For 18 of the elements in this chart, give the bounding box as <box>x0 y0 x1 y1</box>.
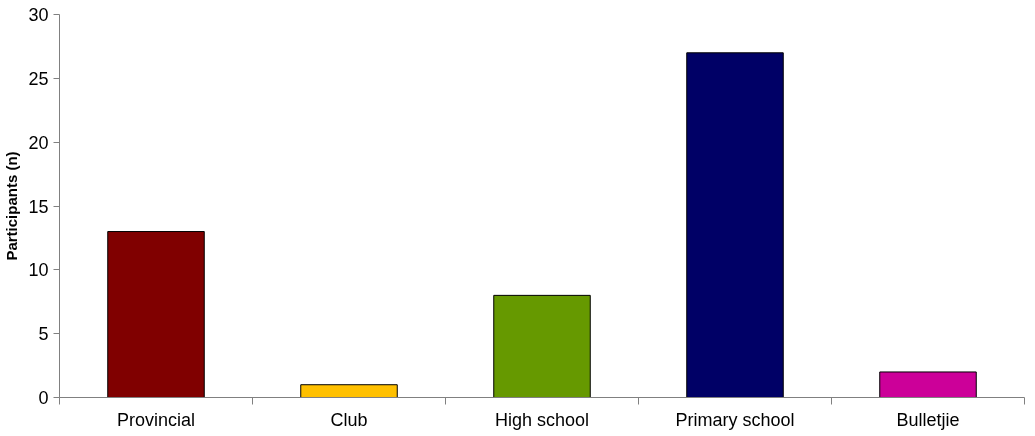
x-tick-label: Primary school <box>675 409 795 430</box>
bar <box>493 294 591 398</box>
bar <box>879 371 977 398</box>
bar <box>107 231 205 398</box>
x-tick-label: High school <box>494 409 590 430</box>
y-tick-label: 20 <box>28 132 49 153</box>
y-tick-label: 10 <box>28 260 49 281</box>
y-tick-label: 30 <box>28 5 49 25</box>
y-tick-label: 5 <box>38 324 49 345</box>
bar <box>686 52 784 398</box>
y-tick-label: 15 <box>28 196 49 217</box>
bar <box>300 384 398 398</box>
y-tick-label: 0 <box>38 388 49 408</box>
x-tick-label: Club <box>330 409 368 430</box>
y-tick-label: 25 <box>28 68 49 89</box>
x-tick-label: Bulletjie <box>896 409 960 430</box>
y-axis-title: Participants (n) <box>3 151 21 261</box>
x-tick-label: Provincial <box>116 409 196 430</box>
